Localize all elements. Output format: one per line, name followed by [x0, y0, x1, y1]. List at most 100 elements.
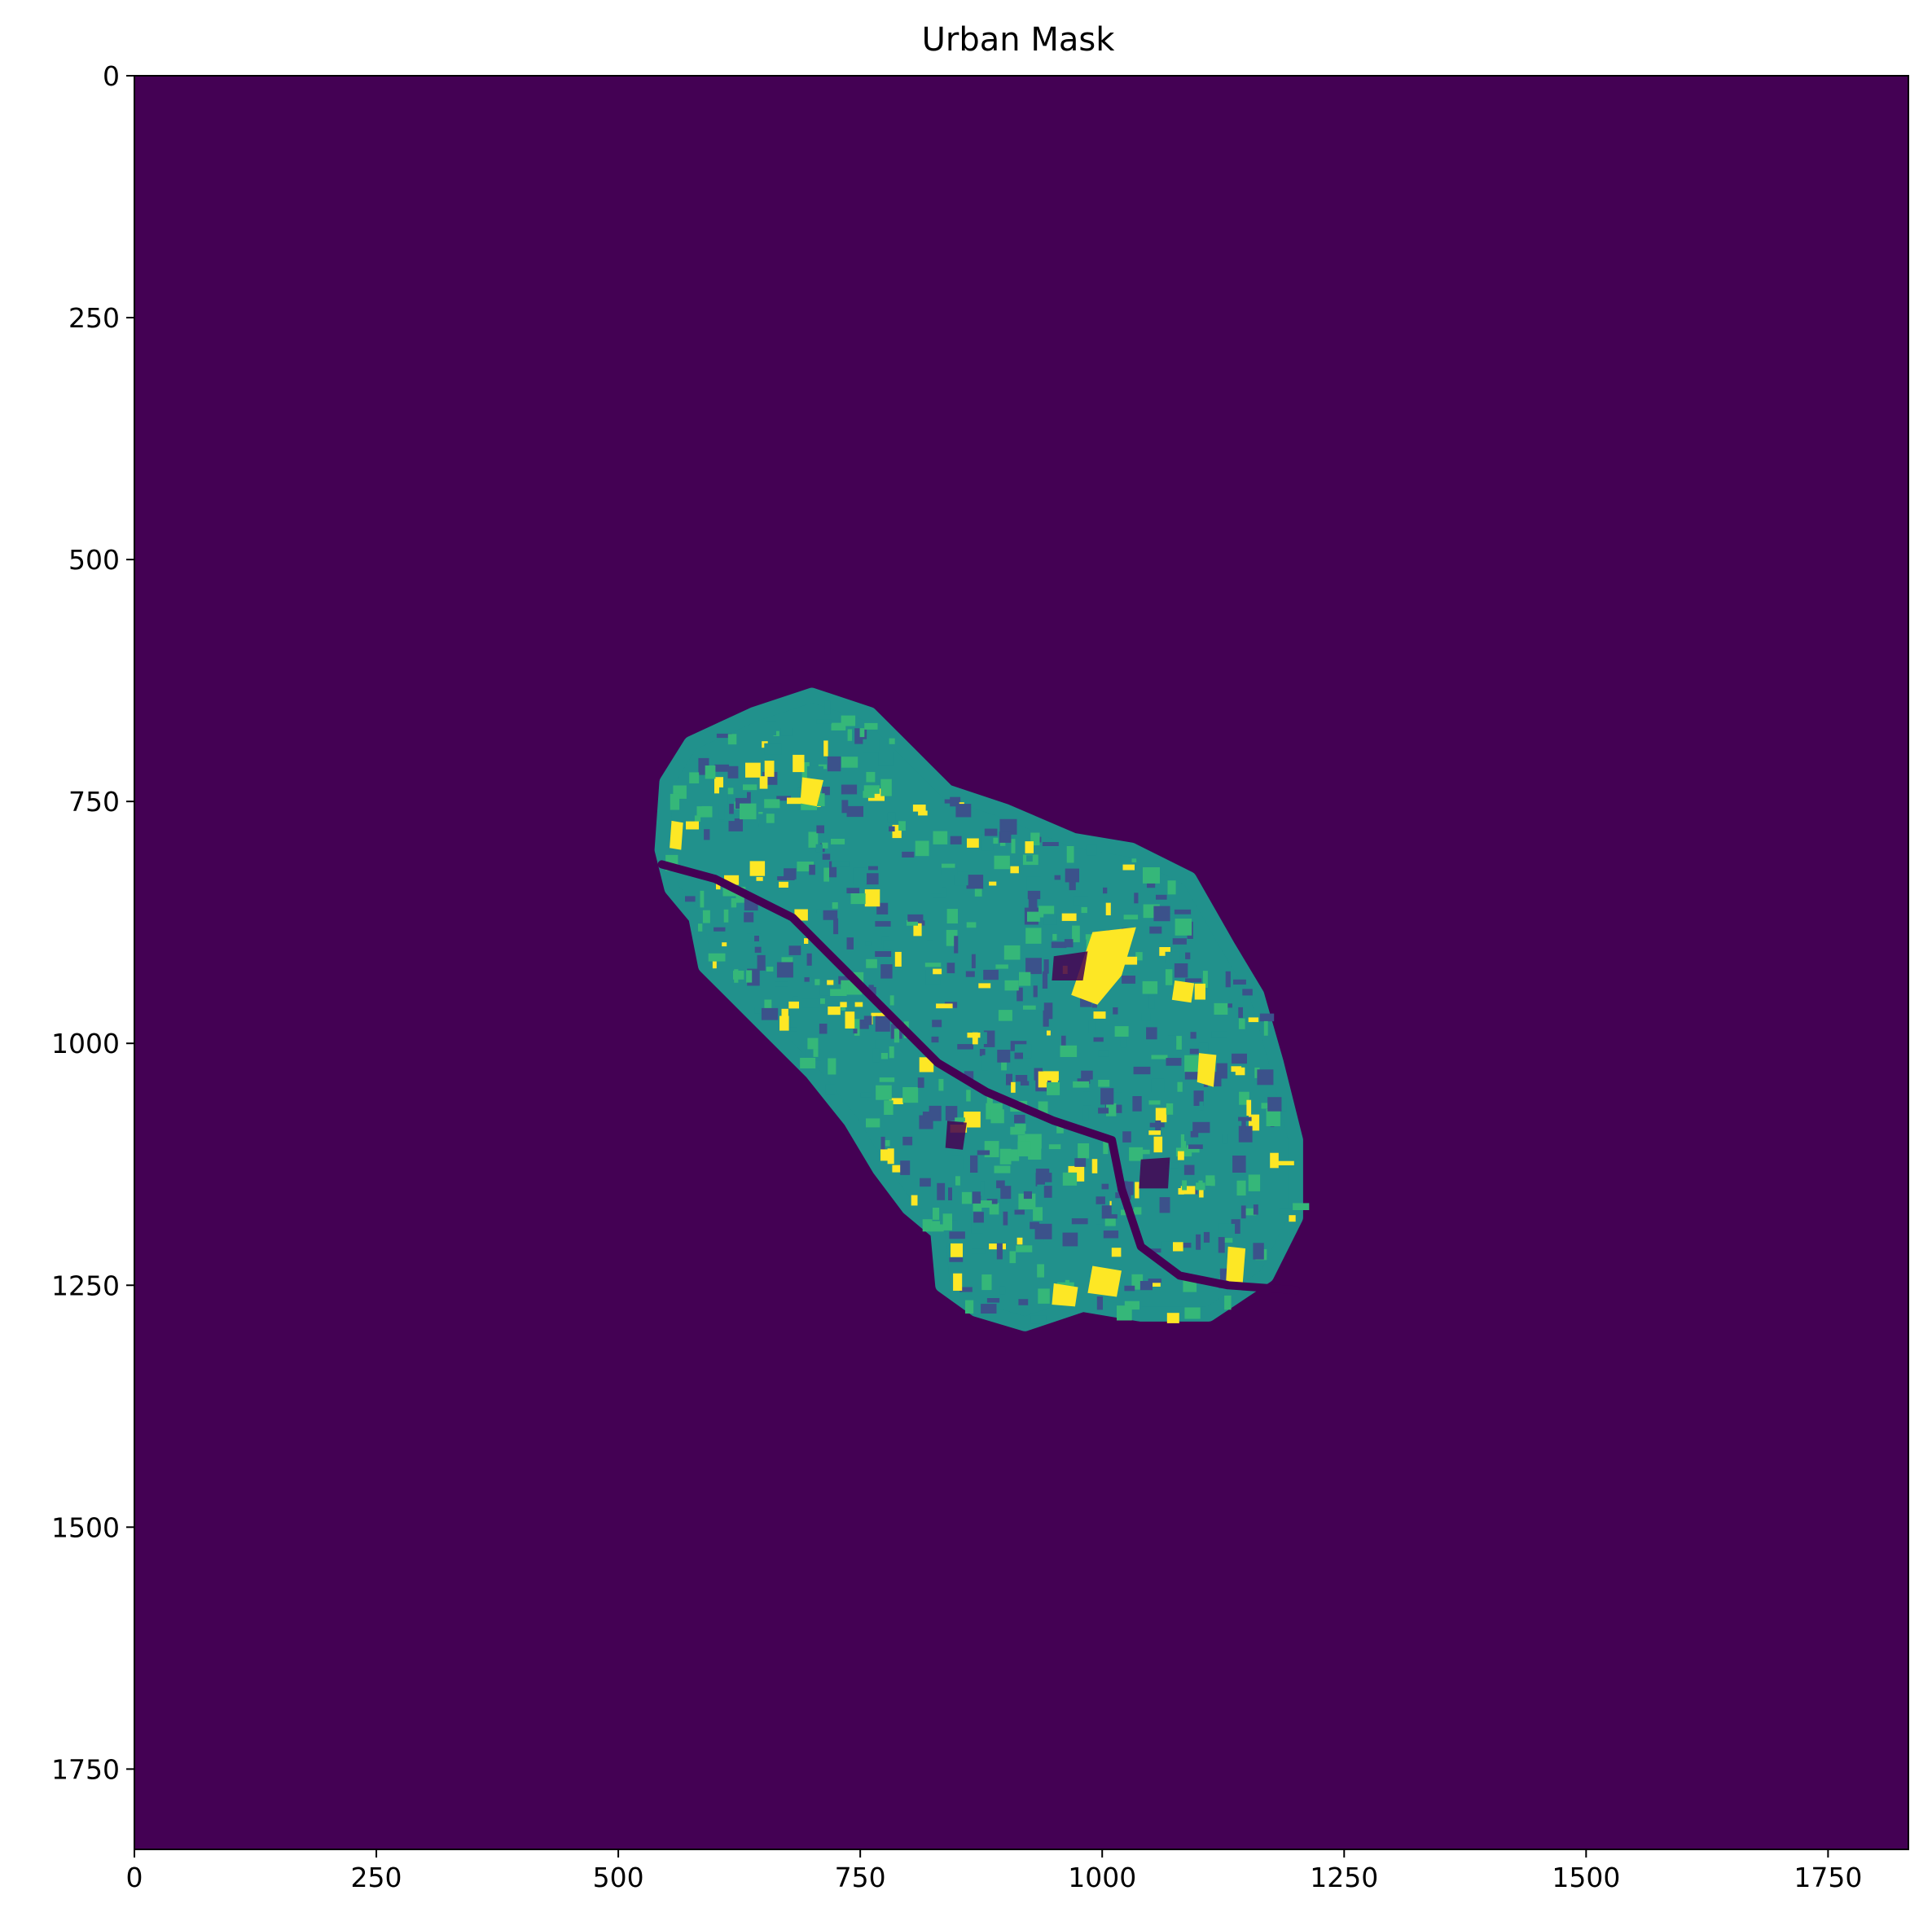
texture-cell	[983, 969, 999, 980]
texture-cell	[831, 839, 845, 844]
texture-cell	[1232, 1053, 1247, 1064]
texture-cell	[828, 1007, 841, 1015]
texture-cell	[788, 1027, 797, 1032]
texture-cell	[804, 938, 809, 944]
texture-cell	[788, 1001, 799, 1009]
texture-cell	[1185, 952, 1191, 959]
texture-cell	[859, 728, 865, 738]
texture-cell	[1135, 1182, 1139, 1199]
texture-cell	[1148, 1130, 1161, 1135]
texture-cell	[689, 772, 700, 783]
texture-cell	[1117, 1305, 1132, 1321]
texture-cell	[1026, 876, 1042, 891]
texture-cell	[1096, 1224, 1104, 1231]
texture-cell	[797, 787, 804, 800]
texture-cell	[1009, 1251, 1016, 1264]
texture-cell	[1270, 1152, 1279, 1169]
texture-cell	[942, 1213, 952, 1230]
plot-frame	[134, 75, 1909, 1850]
texture-cell	[918, 810, 928, 816]
texture-cell	[1088, 1020, 1096, 1033]
texture-cell	[1174, 963, 1188, 978]
texture-cell	[781, 1008, 788, 1016]
texture-cell	[951, 1155, 964, 1170]
texture-cell	[1062, 1172, 1078, 1186]
texture-cell	[827, 980, 834, 985]
urban-footprint	[654, 687, 1303, 1331]
texture-cell	[1038, 1071, 1047, 1088]
texture-cell	[1082, 1091, 1091, 1106]
texture-cell	[1134, 893, 1139, 904]
texture-cell	[1222, 1134, 1228, 1144]
texture-cell	[1081, 906, 1087, 914]
texture-cell	[919, 1057, 934, 1072]
texture-cell	[880, 779, 892, 796]
texture-cell	[855, 1020, 869, 1029]
texture-cell	[1183, 1165, 1195, 1175]
texture-cell	[854, 1019, 860, 1036]
texture-cell	[746, 933, 762, 942]
texture-cell	[932, 1020, 942, 1028]
texture-cell	[1166, 1058, 1182, 1066]
texture-cell	[1000, 1186, 1012, 1200]
texture-cell	[978, 983, 991, 989]
texture-cell	[700, 890, 705, 908]
texture-cell	[1072, 925, 1080, 943]
texture-cell	[1064, 939, 1074, 948]
texture-cell	[981, 1274, 992, 1291]
texture-cell	[1238, 1018, 1245, 1029]
texture-cell	[831, 722, 846, 730]
texture-cell	[980, 1181, 985, 1195]
texture-cell	[1014, 1114, 1025, 1124]
x-tick-label: 1750	[1794, 1862, 1862, 1893]
texture-cell	[892, 1165, 902, 1173]
texture-cell	[1098, 1108, 1109, 1114]
texture-cell	[1048, 1144, 1061, 1150]
x-tick-label: 0	[126, 1862, 143, 1893]
texture-cell	[990, 1109, 1004, 1124]
texture-cell	[965, 971, 975, 977]
texture-cell	[966, 875, 984, 889]
texture-cell	[1016, 987, 1023, 1002]
texture-cell	[1122, 976, 1135, 984]
texture-cell	[933, 1208, 940, 1220]
texture-cell	[907, 919, 918, 926]
texture-cell	[1093, 1037, 1104, 1042]
texture-cell	[1018, 1299, 1029, 1305]
texture-cell	[875, 921, 891, 927]
texture-cell	[880, 964, 893, 979]
texture-cell	[974, 885, 982, 897]
texture-cell	[1143, 867, 1160, 884]
texture-cell	[1122, 956, 1138, 965]
texture-cell	[1043, 1071, 1059, 1081]
texture-cell	[1184, 1307, 1201, 1319]
texture-cell	[1105, 902, 1111, 915]
texture-cell	[1189, 1048, 1207, 1055]
bright-patch	[1087, 1265, 1122, 1297]
texture-cell	[846, 937, 854, 950]
texture-cell	[1267, 1097, 1282, 1112]
texture-cell	[1141, 1012, 1151, 1021]
texture-cell	[884, 1100, 894, 1115]
texture-cell	[766, 814, 775, 823]
texture-cell	[959, 1287, 973, 1292]
texture-cell	[1124, 1301, 1139, 1310]
texture-cell	[1165, 1162, 1179, 1169]
texture-cell	[889, 1046, 894, 1059]
texture-cell	[685, 896, 696, 902]
texture-cell	[920, 1178, 931, 1187]
texture-cell	[1132, 1096, 1142, 1112]
texture-cell	[841, 800, 849, 814]
texture-cell	[850, 893, 866, 905]
texture-cell	[1180, 1134, 1187, 1148]
texture-cell	[863, 791, 875, 798]
texture-cell	[845, 1011, 855, 1029]
texture-cell	[743, 784, 757, 791]
texture-cell	[1190, 1131, 1199, 1138]
texture-cell	[1231, 1066, 1242, 1072]
texture-cell	[847, 729, 853, 741]
texture-cell	[1016, 1237, 1023, 1245]
texture-cell	[1073, 1081, 1090, 1088]
texture-cell	[1131, 858, 1137, 863]
texture-cell	[912, 920, 925, 926]
